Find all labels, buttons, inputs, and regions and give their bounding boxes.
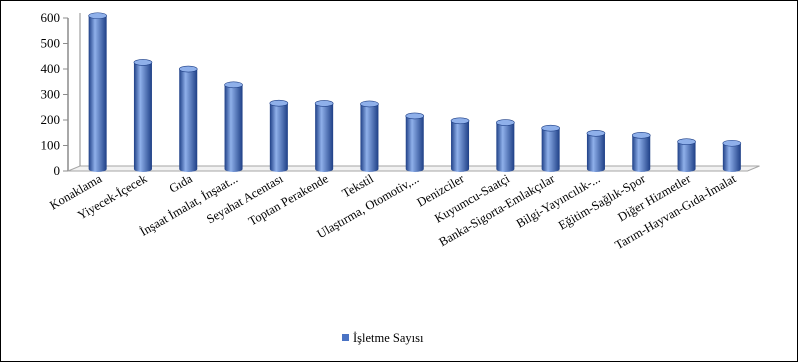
bar-body bbox=[360, 103, 379, 172]
bar-body bbox=[133, 62, 152, 172]
bar-top bbox=[450, 117, 470, 125]
bar-body bbox=[632, 135, 651, 172]
bar-body bbox=[315, 103, 334, 172]
y-tick-label: 500 bbox=[41, 36, 61, 51]
bar-top bbox=[133, 59, 153, 66]
y-axis-ticks: 0 100 200 300 400 500 600 bbox=[41, 10, 68, 178]
bar bbox=[541, 124, 560, 172]
bar bbox=[88, 12, 107, 173]
bar-top bbox=[541, 124, 560, 132]
bar-top bbox=[722, 139, 742, 147]
bar-top bbox=[360, 100, 379, 108]
bar-top bbox=[314, 100, 334, 107]
bar-body bbox=[405, 115, 424, 172]
bar-body bbox=[179, 69, 198, 172]
y-tick-label: 0 bbox=[54, 163, 61, 178]
bar bbox=[314, 100, 334, 172]
bar-body bbox=[677, 141, 696, 172]
bar bbox=[722, 139, 742, 172]
legend: İşletme Sayısı bbox=[342, 331, 424, 345]
bar-body bbox=[496, 122, 515, 172]
bar bbox=[269, 99, 289, 172]
legend-label: İşletme Sayısı bbox=[353, 331, 424, 345]
bar-body bbox=[722, 143, 741, 172]
bar-top bbox=[88, 12, 107, 20]
bar bbox=[450, 117, 470, 172]
y-tick-label: 300 bbox=[41, 87, 61, 102]
bar bbox=[178, 65, 198, 172]
bar-top bbox=[405, 112, 425, 120]
bar-body bbox=[451, 120, 470, 172]
bar-body bbox=[88, 15, 107, 173]
y-tick-label: 200 bbox=[41, 112, 61, 127]
bar-top bbox=[677, 138, 696, 146]
bar bbox=[224, 81, 243, 172]
bar-top bbox=[631, 132, 651, 139]
bar bbox=[405, 112, 425, 172]
bar bbox=[631, 132, 651, 172]
bar bbox=[133, 59, 153, 172]
y-tick-label: 100 bbox=[41, 138, 61, 153]
x-tick-label: Seyahat Acentası bbox=[204, 171, 286, 226]
legend-swatch bbox=[342, 334, 349, 341]
bar bbox=[496, 119, 515, 172]
bar-body bbox=[541, 128, 560, 172]
y-tick-label: 600 bbox=[41, 10, 61, 25]
bar-top bbox=[586, 130, 606, 137]
bar bbox=[586, 130, 606, 172]
bar-body bbox=[269, 103, 288, 172]
y-tick-label: 400 bbox=[41, 61, 61, 76]
x-tick-label: Toptan Perakende bbox=[246, 171, 331, 228]
bar-series bbox=[88, 12, 742, 173]
x-tick-label: Gıda bbox=[167, 171, 195, 195]
bar-top bbox=[224, 81, 243, 89]
bar-top bbox=[269, 99, 289, 107]
bar-top bbox=[496, 119, 515, 126]
bar-top bbox=[178, 65, 198, 73]
bar-body bbox=[224, 84, 243, 172]
bar-body bbox=[586, 133, 605, 172]
bar bbox=[360, 100, 379, 172]
bar bbox=[677, 138, 696, 172]
